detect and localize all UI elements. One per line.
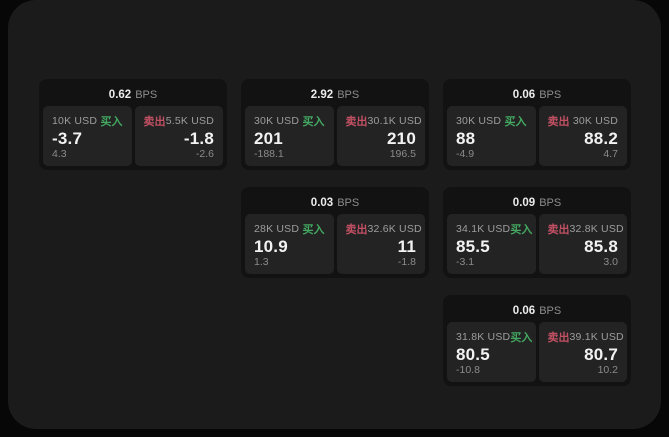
sell-price: 85.8 — [584, 237, 618, 256]
buy-amount: 10K USD — [52, 115, 98, 127]
buy-label[interactable]: 买入 — [510, 332, 533, 344]
spread-header: 0.03 BPS — [245, 191, 425, 214]
sell-delta: 3.0 — [603, 256, 618, 268]
sell-tile[interactable]: 卖出 32.8K USD 85.8 3.0 — [538, 214, 627, 274]
sell-amount: 32.8K USD — [569, 223, 624, 235]
sell-delta: -2.6 — [195, 148, 214, 160]
sell-tile[interactable]: 卖出 5.5K USD -1.8 -2.6 — [134, 106, 223, 166]
buy-price: 85.5 — [456, 237, 490, 256]
buy-price: 201 — [254, 129, 283, 148]
sell-amount: 39.1K USD — [569, 331, 624, 343]
quote-card[interactable]: 0.09 BPS 34.1K USD 买入 85.5 -3.1 卖出 32.8K… — [443, 187, 631, 278]
spread-unit: BPS — [539, 196, 562, 209]
buy-amount: 34.1K USD — [456, 223, 511, 235]
sell-amount: 30K USD — [572, 115, 618, 127]
quote-card[interactable]: 2.92 BPS 30K USD 买入 201 -188.1 卖出 30.1K … — [241, 79, 429, 170]
trading-board-panel: 0.62 BPS 10K USD 买入 -3.7 4.3 卖出 5.5K USD… — [8, 0, 661, 429]
buy-label[interactable]: 买入 — [302, 116, 325, 128]
spread-header: 0.62 BPS — [43, 83, 223, 106]
sell-delta: 10.2 — [597, 364, 618, 376]
buy-tile[interactable]: 34.1K USD 买入 85.5 -3.1 — [447, 214, 536, 274]
spread-unit: BPS — [539, 88, 562, 101]
buy-tile[interactable]: 28K USD 买入 10.9 1.3 — [245, 214, 334, 274]
buy-tile[interactable]: 30K USD 买入 88 -4.9 — [447, 106, 536, 166]
quote-card[interactable]: 0.06 BPS 30K USD 买入 88 -4.9 卖出 30K USD 8… — [443, 79, 631, 170]
spread-header: 0.06 BPS — [447, 299, 627, 322]
sell-price: 11 — [397, 237, 416, 256]
spread-unit: BPS — [337, 88, 360, 101]
sell-price: -1.8 — [183, 129, 214, 148]
buy-amount: 30K USD — [254, 115, 300, 127]
sell-label[interactable]: 卖出 — [345, 116, 368, 128]
sell-label[interactable]: 卖出 — [547, 332, 570, 344]
buy-label[interactable]: 买入 — [302, 224, 325, 236]
quote-card[interactable]: 0.03 BPS 28K USD 买入 10.9 1.3 卖出 32.6K US… — [241, 187, 429, 278]
sell-delta: 196.5 — [389, 148, 416, 160]
buy-tile[interactable]: 10K USD 买入 -3.7 4.3 — [43, 106, 132, 166]
spread-header: 0.06 BPS — [447, 83, 627, 106]
spread-value: 0.09 — [512, 196, 536, 209]
buy-amount: 30K USD — [456, 115, 502, 127]
spread-header: 2.92 BPS — [245, 83, 425, 106]
sell-label[interactable]: 卖出 — [345, 224, 368, 236]
buy-price: 80.5 — [456, 345, 490, 364]
buy-delta: -188.1 — [254, 148, 284, 160]
sell-tile[interactable]: 卖出 30K USD 88.2 4.7 — [538, 106, 627, 166]
sell-amount: 32.6K USD — [367, 223, 422, 235]
buy-price: 88 — [456, 129, 476, 148]
sell-delta: -1.8 — [397, 256, 416, 268]
buy-tile[interactable]: 30K USD 买入 201 -188.1 — [245, 106, 334, 166]
spread-value: 0.62 — [108, 88, 132, 101]
sell-tile[interactable]: 卖出 30.1K USD 210 196.5 — [336, 106, 425, 166]
spread-header: 0.09 BPS — [447, 191, 627, 214]
sell-tile[interactable]: 卖出 32.6K USD 11 -1.8 — [336, 214, 425, 274]
quote-card[interactable]: 0.06 BPS 31.8K USD 买入 80.5 -10.8 卖出 39.1… — [443, 295, 631, 386]
spread-value: 2.92 — [310, 88, 334, 101]
buy-label[interactable]: 买入 — [504, 116, 527, 128]
buy-amount: 28K USD — [254, 223, 300, 235]
spread-value: 0.06 — [512, 88, 536, 101]
sell-amount: 30.1K USD — [367, 115, 422, 127]
buy-label[interactable]: 买入 — [510, 224, 533, 236]
spread-value: 0.06 — [512, 304, 536, 317]
sell-label[interactable]: 卖出 — [547, 116, 570, 128]
buy-tile[interactable]: 31.8K USD 买入 80.5 -10.8 — [447, 322, 536, 382]
sell-amount: 5.5K USD — [165, 115, 214, 127]
sell-label[interactable]: 卖出 — [547, 224, 570, 236]
buy-label[interactable]: 买入 — [100, 116, 123, 128]
buy-delta: 4.3 — [52, 148, 67, 160]
quote-card[interactable]: 0.62 BPS 10K USD 买入 -3.7 4.3 卖出 5.5K USD… — [39, 79, 227, 170]
sell-delta: 4.7 — [603, 148, 618, 160]
buy-price: -3.7 — [52, 129, 83, 148]
sell-price: 210 — [387, 129, 416, 148]
buy-delta: -10.8 — [456, 364, 480, 376]
sell-label[interactable]: 卖出 — [143, 116, 166, 128]
sell-tile[interactable]: 卖出 39.1K USD 80.7 10.2 — [538, 322, 627, 382]
spread-value: 0.03 — [310, 196, 334, 209]
sell-price: 88.2 — [584, 129, 618, 148]
buy-delta: -3.1 — [456, 256, 475, 268]
spread-unit: BPS — [135, 88, 158, 101]
sell-price: 80.7 — [584, 345, 618, 364]
buy-delta: 1.3 — [254, 256, 269, 268]
spread-unit: BPS — [337, 196, 360, 209]
buy-amount: 31.8K USD — [456, 331, 511, 343]
spread-unit: BPS — [539, 304, 562, 317]
tile-grid: 0.62 BPS 10K USD 买入 -3.7 4.3 卖出 5.5K USD… — [39, 79, 631, 386]
buy-price: 10.9 — [254, 237, 288, 256]
buy-delta: -4.9 — [456, 148, 475, 160]
